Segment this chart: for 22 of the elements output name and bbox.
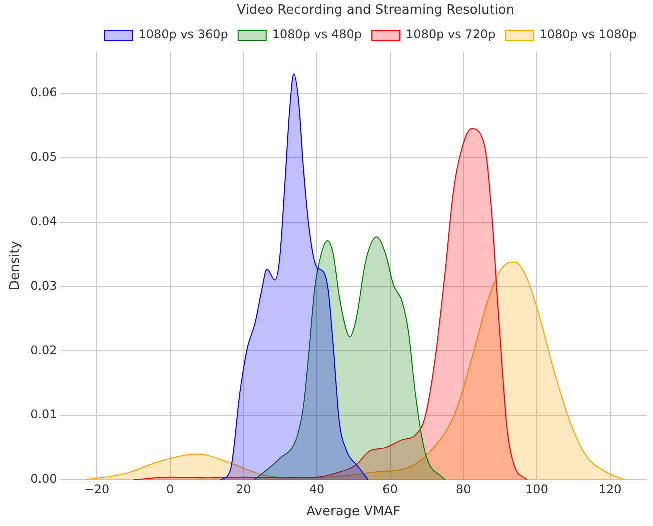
y-tick-label: 0.01 xyxy=(30,408,58,422)
x-tick-label: 20 xyxy=(236,482,252,496)
y-tick-label: 0.00 xyxy=(30,472,58,486)
legend-label: 1080p vs 720p xyxy=(406,28,496,42)
y-tick-label: 0.06 xyxy=(30,86,58,100)
y-tick-label: 0.04 xyxy=(30,214,58,228)
y-tick-label: 0.05 xyxy=(30,150,58,164)
x-tick-label: 40 xyxy=(309,482,325,496)
legend-title: Video Recording and Streaming Resolution xyxy=(237,2,515,18)
x-axis-title: Average VMAF xyxy=(306,504,401,520)
x-tick-label: 60 xyxy=(382,482,398,496)
legend-label: 1080p vs 360p xyxy=(138,28,228,42)
x-tick-label: 100 xyxy=(526,482,548,496)
x-tick-label: −20 xyxy=(84,482,110,496)
y-tick-label: 0.02 xyxy=(30,343,58,358)
x-tick-label: 0 xyxy=(166,482,174,496)
y-tick-label: 0.03 xyxy=(30,278,58,293)
legend-label: 1080p vs 480p xyxy=(272,28,362,42)
x-tick-label: 80 xyxy=(456,482,472,496)
x-tick-label: 120 xyxy=(598,482,622,496)
legend-label: 1080p vs 1080p xyxy=(540,28,637,42)
y-axis-title: Density xyxy=(8,240,24,291)
